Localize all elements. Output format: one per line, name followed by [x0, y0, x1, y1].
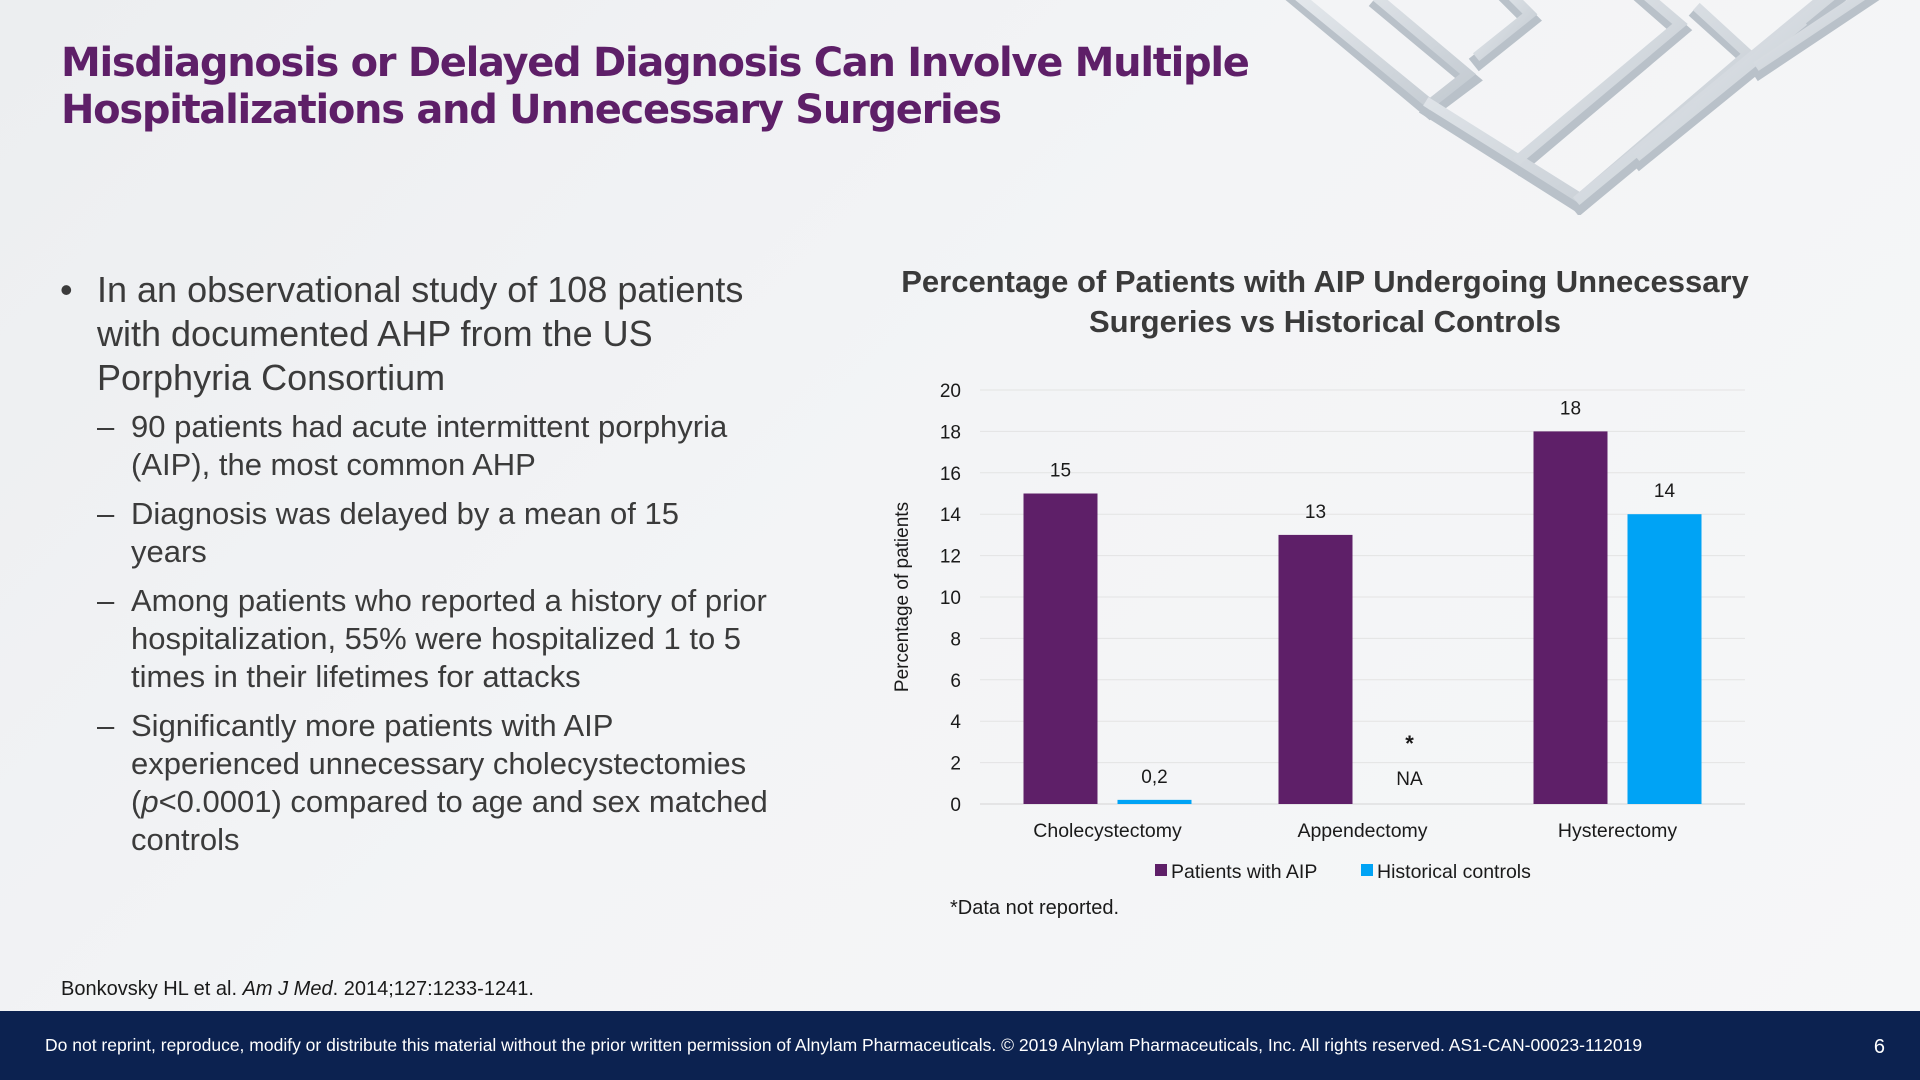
bar-chart: 0 2 4 6 8 10 12 14 16 18 20 Percentage of patients 1… [892, 381, 1745, 883]
data-label: 18 [1560, 398, 1581, 419]
sub-bullet: – Significantly more patients with AIP e… [97, 707, 780, 859]
p-value-symbol: p [141, 784, 159, 819]
y-tick-label: 18 [940, 422, 961, 443]
bullet-main: • In an observational study of 108 patie… [60, 268, 780, 400]
slide-title: Misdiagnosis or Delayed Diagnosis Can In… [61, 40, 1250, 134]
data-label: 14 [1654, 481, 1676, 502]
sub-bullet: – Diagnosis was delayed by a mean of 15 … [97, 495, 780, 571]
chart-title: Percentage of Patients with AIP Undergoi… [901, 264, 1749, 339]
y-axis-label: Percentage of patients [892, 502, 913, 692]
sub-bullet: – Among patients who reported a history … [97, 582, 780, 696]
y-tick-label: 8 [950, 629, 961, 650]
data-label: 0,2 [1141, 767, 1167, 788]
legend-swatch [1155, 864, 1167, 876]
y-tick-label: 0 [950, 795, 961, 816]
citation-authors: Bonkovsky HL et al. [61, 978, 243, 1000]
bar [1533, 431, 1608, 804]
dash-marker: – [97, 583, 115, 618]
bullet-list: • In an observational study of 108 patie… [60, 268, 780, 870]
maze-icon [1285, 0, 1880, 215]
title-line-2: Hospitalizations and Unnecessary Surgeri… [61, 87, 1002, 133]
sub-bullet-text: Among patients who reported a history of… [131, 583, 767, 694]
citation-details: . 2014;127:1233-1241. [332, 978, 534, 1000]
y-tick-label: 16 [940, 464, 961, 485]
bullet-marker: • [60, 269, 73, 310]
missing-data-marker: * [1405, 731, 1414, 756]
y-tick-label: 2 [950, 754, 961, 775]
dash-marker: – [97, 409, 115, 444]
footer-bar: Do not reprint, reproduce, modify or dis… [0, 1011, 1920, 1080]
y-tick-label: 14 [940, 505, 962, 526]
copyright-notice: Do not reprint, reproduce, modify or dis… [45, 1035, 1643, 1055]
data-label: NA [1396, 769, 1423, 790]
citation-journal: Am J Med [242, 978, 333, 1000]
data-label: 15 [1050, 461, 1071, 482]
maze-decoration [1280, 0, 1920, 215]
y-tick-label: 4 [950, 712, 961, 733]
x-tick-label: Cholecystectomy [1033, 820, 1182, 842]
sub-bullet-text-start: Significantly more patients with AIP exp… [131, 708, 747, 819]
legend-label: Historical controls [1377, 861, 1531, 883]
sub-bullet-text: Diagnosis was delayed by a mean of 15 ye… [131, 496, 679, 569]
dash-marker: – [97, 708, 115, 743]
chart-footnote: *Data not reported. [950, 897, 1119, 919]
legend-label: Patients with AIP [1171, 861, 1317, 883]
sub-bullet-text: Significantly more patients with AIP exp… [131, 707, 780, 859]
y-tick-label: 10 [940, 588, 961, 609]
bullet-main-text: In an observational study of 108 patient… [97, 269, 744, 398]
sub-bullet-text-end: <0.0001) compared to age and sex matched… [131, 784, 768, 857]
x-tick-label: Appendectomy [1297, 820, 1427, 842]
sub-bullet: – 90 patients had acute intermittent por… [97, 408, 780, 484]
x-tick-label: Hysterectomy [1558, 820, 1677, 842]
sub-bullet-text: 90 patients had acute intermittent porph… [131, 409, 728, 482]
legend-swatch [1361, 864, 1373, 876]
dash-marker: – [97, 496, 115, 531]
data-label: 13 [1305, 502, 1326, 523]
title-line-1: Misdiagnosis or Delayed Diagnosis Can In… [61, 40, 1250, 86]
bar [1278, 534, 1353, 804]
y-tick-label: 12 [940, 547, 961, 568]
bar [1023, 493, 1098, 804]
citation: Bonkovsky HL et al. Am J Med. 2014;127:1… [61, 978, 534, 1001]
bar [1627, 514, 1702, 804]
bar [1117, 799, 1192, 804]
y-tick-label: 20 [940, 381, 961, 402]
y-tick-label: 6 [950, 671, 961, 692]
page-number: 6 [1873, 1036, 1885, 1058]
